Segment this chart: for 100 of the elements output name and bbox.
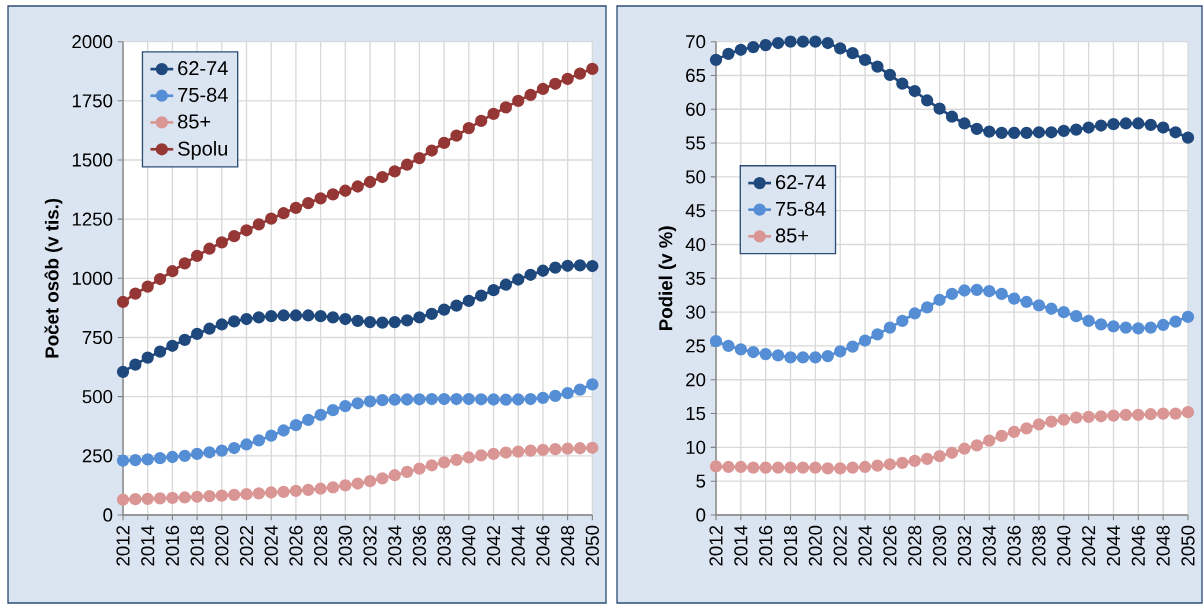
point [116,295,130,309]
point [351,314,364,328]
y-tick-label: 35 [685,271,706,285]
point [1119,117,1133,130]
x-tick-label: 2028 [908,525,922,566]
x-tick-label: 2034 [982,525,996,566]
point [1132,322,1145,335]
point [314,192,327,205]
point [326,311,340,324]
point [1169,407,1182,420]
point [129,453,142,467]
point [933,450,946,463]
y-tick-label: 15 [686,407,706,421]
point [166,265,179,278]
x-tick-label: 2040 [462,525,476,566]
point [129,358,142,371]
point [437,456,451,469]
point [549,389,562,403]
point [1119,408,1133,422]
point [388,469,401,482]
point [821,462,834,475]
point [908,84,921,98]
point [339,479,352,492]
point [252,434,266,447]
point [413,151,426,165]
x-tick-label: 2020 [215,525,229,566]
point [970,283,983,296]
point [871,328,884,341]
point [512,94,525,107]
point [203,489,216,503]
point [846,47,859,60]
y-tick-label: 1750 [72,94,113,108]
y-tick-label: 65 [686,68,706,83]
x-tick-label: 2012 [709,525,723,566]
point [834,462,847,475]
point [561,386,574,400]
legend-label: 85+ [178,114,211,129]
point [1032,299,1046,312]
point [524,392,537,406]
point [252,218,266,231]
point [228,441,241,455]
point [1082,121,1095,134]
legend-label: 75-84 [776,201,826,216]
y-tick-label: 30 [685,305,706,319]
point [265,486,278,499]
point [190,327,204,341]
y-tick-label: 20 [686,373,706,387]
point [215,318,228,331]
point [302,413,315,426]
point [834,345,847,358]
x-tick-label: 2034 [388,525,402,566]
point [722,47,735,60]
point [277,207,290,220]
point [933,293,946,307]
point [573,442,587,455]
point [1144,321,1157,334]
point [116,493,130,506]
point [450,392,463,406]
legend-label: Spolu [178,141,228,160]
point [475,289,488,302]
point [1070,310,1083,323]
x-tick-label: 2050 [1181,525,1195,566]
point [722,460,735,474]
point [487,447,500,461]
point [771,36,785,50]
point [1169,315,1182,328]
point [475,114,488,128]
point [400,465,414,479]
point [512,393,525,406]
point [524,88,537,102]
point [921,94,934,107]
point [809,35,822,48]
point [784,461,797,474]
x-tick-label: 2022 [833,525,847,566]
y-tick-label: 60 [686,102,706,116]
point [1070,411,1083,424]
x-tick-label: 2048 [1156,525,1170,566]
point [512,445,525,458]
legend-label: 85+ [775,228,808,243]
x-tick-label: 2012 [116,525,130,566]
x-tick-label: 2020 [808,525,822,566]
point [376,170,389,184]
point [573,259,587,272]
point [945,110,959,123]
point [821,349,834,363]
point [450,453,463,466]
point [970,122,983,136]
point [586,259,599,273]
y-tick-label: 2000 [72,35,113,49]
y-tick-label: 5 [696,474,706,488]
y-tick-label: 55 [685,136,706,150]
point [1020,422,1033,435]
y-tick-label: 0 [103,508,113,522]
point [388,393,401,406]
y-tick-label: 25 [686,339,706,353]
x-tick-label: 2016 [759,525,773,566]
point [339,184,352,197]
y-tick-label: 70 [686,35,706,49]
point [166,339,179,352]
point [116,365,130,378]
